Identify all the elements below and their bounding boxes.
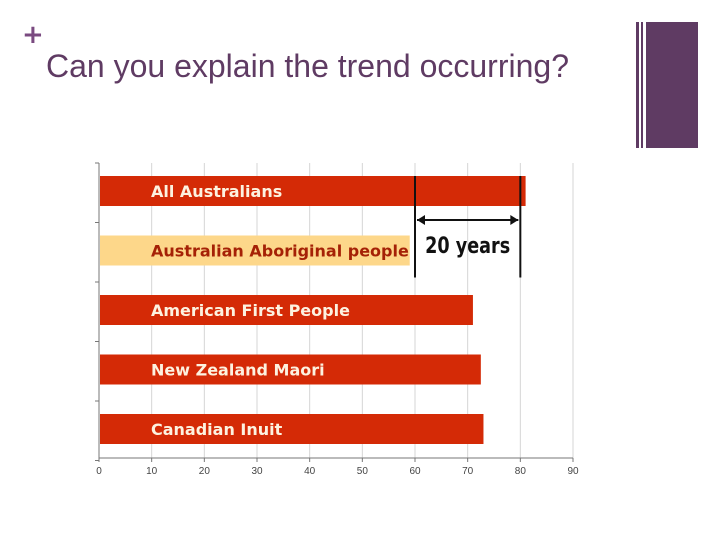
bar-2 [100, 295, 473, 325]
x-tick-label-90: 90 [567, 466, 579, 477]
x-tick-label-20: 20 [199, 466, 211, 477]
x-tick-label-80: 80 [515, 466, 527, 477]
annotation-arrow-head-left [417, 215, 425, 225]
bar-4 [100, 414, 484, 444]
x-tick-label-30: 30 [251, 466, 263, 477]
life-expectancy-chart: 0 10 20 30 40 50 60 70 80 90 All Australians Austra… [95, 162, 579, 477]
x-tick-label-40: 40 [304, 466, 316, 477]
accent-line-left [636, 22, 639, 148]
x-tick-label-10: 10 [146, 466, 158, 477]
x-tick-label-60: 60 [409, 466, 421, 477]
accent-block [646, 22, 698, 148]
x-tick-label-70: 70 [462, 466, 474, 477]
bar-label-2: American First People [151, 301, 350, 320]
plus-icon: + [22, 20, 44, 50]
x-tick-label-0: 0 [96, 466, 102, 477]
annotation-arrow-head-right [510, 215, 519, 225]
bar-1 [100, 235, 410, 266]
x-tick-label-50: 50 [357, 466, 369, 477]
bar-0 [100, 176, 526, 206]
bar-label-4: Canadian Inuit [151, 420, 283, 439]
slide-title: Can you explain the trend occurring? [46, 48, 569, 84]
annotation-label: 20 years [425, 233, 510, 258]
bar-label-3: New Zealand Maori [151, 361, 325, 380]
bar-3 [100, 354, 481, 385]
accent-line-right [641, 22, 643, 148]
bar-label-0: All Australians [151, 182, 282, 201]
bar-label-1: Australian Aboriginal people [151, 242, 409, 261]
